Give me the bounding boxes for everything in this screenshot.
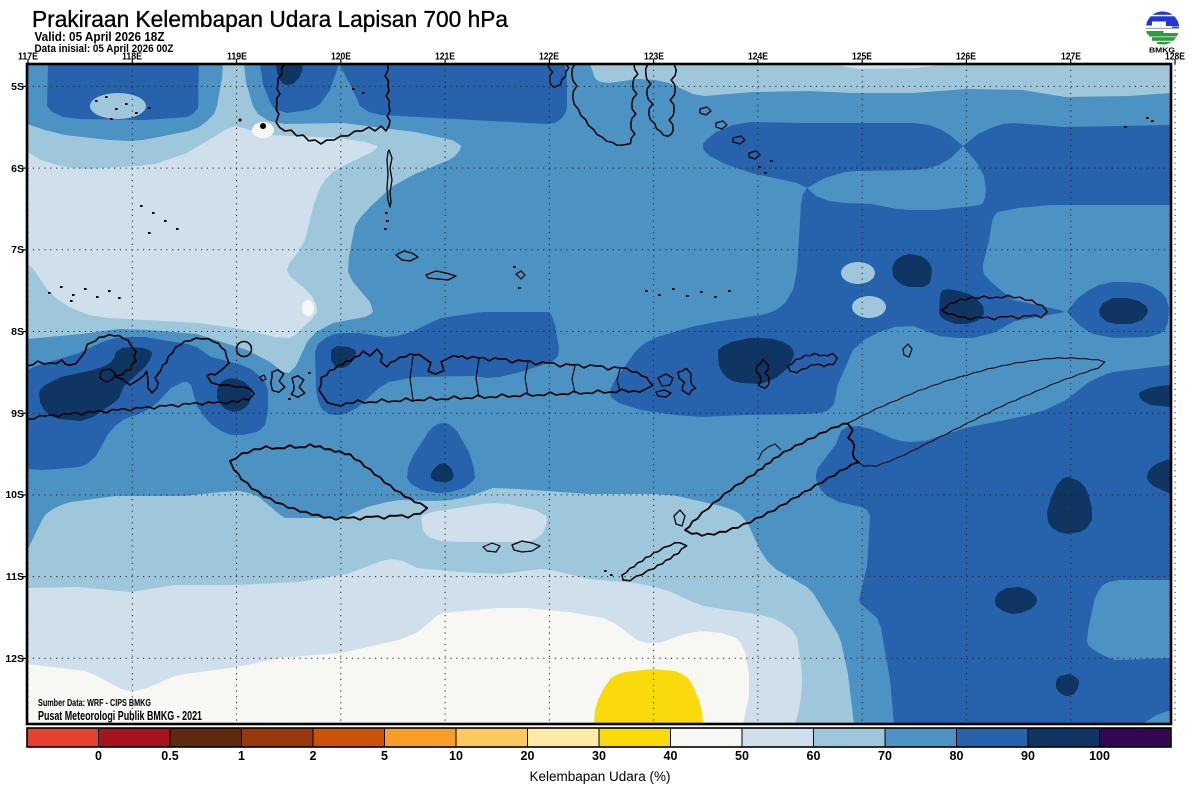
svg-text:20: 20 [521, 749, 535, 763]
svg-text:0.5: 0.5 [161, 749, 178, 763]
svg-text:5S: 5S [11, 81, 24, 93]
svg-text:5: 5 [381, 749, 388, 763]
svg-text:30: 30 [592, 749, 606, 763]
svg-text:121E: 121E [435, 51, 455, 63]
svg-text:11S: 11S [6, 571, 24, 583]
svg-text:BMKG: BMKG [1149, 46, 1175, 55]
svg-text:70: 70 [878, 749, 892, 763]
svg-text:124E: 124E [748, 51, 768, 63]
svg-text:Prakiraan Kelembapan Udara Lap: Prakiraan Kelembapan Udara Lapisan 700 h… [32, 6, 509, 32]
svg-text:Data inisial: 05 April 2026 00: Data inisial: 05 April 2026 00Z [35, 43, 174, 55]
svg-text:90: 90 [1021, 749, 1035, 763]
svg-text:2: 2 [310, 749, 317, 763]
svg-text:Sumber Data: WRF - CIPS BMKG: Sumber Data: WRF - CIPS BMKG [38, 698, 151, 709]
svg-text:6S: 6S [11, 163, 24, 175]
svg-text:0: 0 [95, 749, 102, 763]
svg-text:126E: 126E [956, 51, 976, 63]
svg-text:118E: 118E [122, 51, 142, 63]
svg-text:80: 80 [950, 749, 964, 763]
svg-text:7S: 7S [11, 244, 24, 256]
svg-text:10S: 10S [5, 489, 24, 501]
svg-text:125E: 125E [852, 51, 872, 63]
svg-text:122E: 122E [539, 51, 559, 63]
svg-text:127E: 127E [1061, 51, 1081, 63]
svg-text:100: 100 [1089, 749, 1110, 763]
svg-text:Pusat Meteorologi Publik BMKG: Pusat Meteorologi Publik BMKG - 2021 [38, 709, 202, 723]
svg-text:123E: 123E [644, 51, 664, 63]
svg-text:117E: 117E [18, 51, 38, 63]
svg-text:9S: 9S [11, 408, 24, 420]
svg-text:Kelembapan Udara (%): Kelembapan Udara (%) [529, 769, 670, 784]
svg-text:119E: 119E [227, 51, 247, 63]
svg-text:Valid: 05 April 2026 18Z: Valid: 05 April 2026 18Z [35, 29, 165, 44]
svg-text:12S: 12S [5, 653, 24, 665]
svg-text:120E: 120E [331, 51, 351, 63]
svg-text:50: 50 [735, 749, 749, 763]
svg-text:60: 60 [807, 749, 821, 763]
svg-text:1: 1 [238, 749, 245, 763]
svg-text:8S: 8S [11, 326, 24, 338]
svg-text:40: 40 [664, 749, 678, 763]
svg-text:128E: 128E [1165, 51, 1185, 63]
svg-text:10: 10 [449, 749, 463, 763]
